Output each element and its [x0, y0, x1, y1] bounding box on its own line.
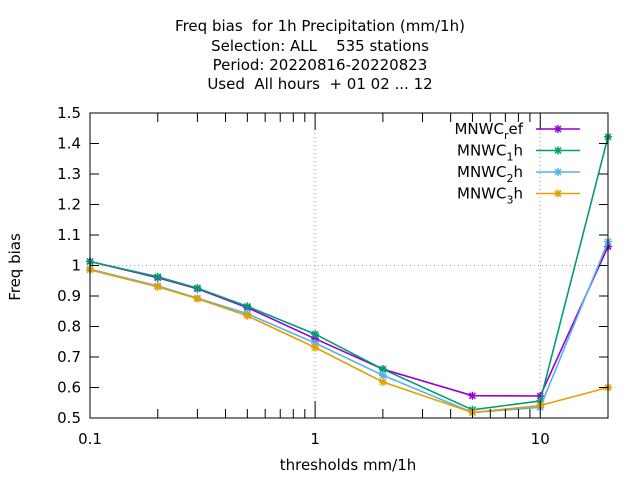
- data-point: [378, 371, 387, 380]
- marker-d2: [193, 284, 201, 292]
- series-line-1: [89, 136, 609, 411]
- marker-d2: [311, 330, 319, 338]
- y-tick-label: 0.8: [57, 318, 81, 336]
- legend-label-2: MNWC2h: [457, 163, 523, 185]
- y-tick-label: 1.2: [57, 196, 81, 214]
- data-point: [243, 302, 252, 311]
- data-point: [153, 272, 162, 281]
- data-point: [378, 378, 387, 387]
- y-tick-label: 0.7: [57, 348, 81, 366]
- y-tick-label: 1.5: [57, 104, 81, 122]
- y-tick-label: 0.9: [57, 287, 81, 305]
- data-point: [468, 391, 477, 400]
- series-layer: [86, 132, 612, 417]
- data-point: [193, 294, 202, 303]
- series-line-2: [89, 241, 609, 414]
- grid-layer: [90, 113, 608, 418]
- data-point: [193, 284, 202, 293]
- marker-d2: [554, 125, 562, 133]
- marker-d2: [379, 371, 387, 379]
- marker-d2: [468, 392, 476, 400]
- y-tick-label: 1.1: [57, 226, 81, 244]
- chart-title-line-2: Selection: ALL 535 stations: [211, 37, 429, 55]
- x-tick-label: 0.1: [78, 430, 102, 448]
- legend-label-1: MNWC1h: [457, 142, 523, 164]
- data-point: [243, 311, 252, 320]
- marker-d2: [554, 146, 562, 155]
- marker-d2: [554, 189, 562, 198]
- marker-d2: [193, 295, 201, 303]
- x-tick-label: 10: [531, 430, 550, 448]
- y-tick-label: 0.6: [57, 379, 81, 397]
- marker-d2: [243, 302, 251, 310]
- legend-marker-0: [554, 125, 562, 133]
- y-tick-label: 1.3: [57, 165, 81, 183]
- marker-d2: [379, 365, 387, 373]
- frame-layer: 0.5 0.6 0.7 0.8 0.9 1 1.1 1.2 1.3 1.4 1.5 0.1 1 10: [57, 104, 609, 448]
- marker-d2: [379, 378, 387, 386]
- marker-d2: [311, 344, 319, 352]
- y-tick-label: 1: [71, 257, 81, 275]
- y-tick-label: 1.4: [57, 135, 81, 153]
- marker-d2: [154, 283, 162, 291]
- y-tick-label: 0.5: [57, 409, 81, 427]
- data-point: [153, 282, 162, 291]
- series-line-0: [89, 246, 609, 397]
- marker-d2: [554, 168, 562, 176]
- chart-title-line-4: Used All hours + 01 02 ... 12: [207, 75, 433, 93]
- data-point: [311, 330, 320, 339]
- series-line-3: [89, 269, 609, 414]
- marker-d2: [154, 273, 162, 281]
- marker-d2: [243, 312, 251, 320]
- legend-marker-1: [554, 146, 562, 155]
- x-axis-label: thresholds mm/1h: [279, 456, 417, 474]
- data-point: [311, 343, 320, 352]
- legend-label-0: MNWCref: [454, 120, 523, 142]
- legend-marker-3: [554, 189, 562, 198]
- chart-title-line-3: Period: 20220816-20220823: [212, 56, 428, 74]
- chart-title-line-1: Freq bias for 1h Precipitation (mm/1h): [175, 17, 465, 35]
- legend-label-3: MNWC3h: [457, 185, 523, 207]
- x-tick-label: 1: [310, 430, 320, 448]
- legend-marker-2: [554, 168, 562, 176]
